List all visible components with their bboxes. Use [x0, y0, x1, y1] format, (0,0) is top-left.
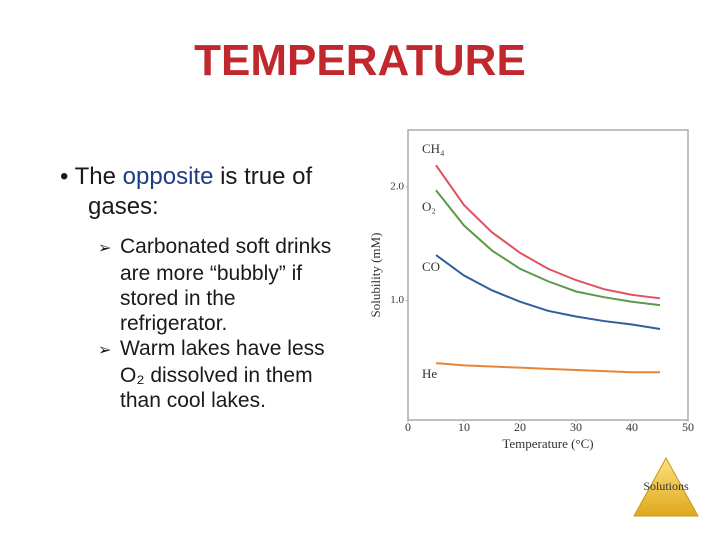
- x-tick-label: 40: [626, 420, 638, 434]
- series-label: He: [422, 366, 437, 381]
- logo-triangle: [633, 456, 699, 517]
- sub-bullet: Warm lakes have less O₂ dissolved in the…: [98, 336, 348, 413]
- y-tick-label: 2.0: [390, 180, 404, 192]
- bullet-text: The: [74, 163, 116, 190]
- series-line: [435, 189, 661, 307]
- y-axis-title: Solubility (mM): [368, 233, 383, 318]
- bullet-highlight: opposite: [122, 163, 214, 190]
- series-label: CO: [422, 259, 440, 274]
- x-tick-label: 30: [570, 420, 582, 434]
- slide-title: TEMPERATURE: [194, 36, 526, 85]
- plot-frame: [407, 129, 689, 421]
- series-line: [435, 362, 660, 374]
- sub-bullets: Carbonated soft drinks are more “bubbly”…: [98, 234, 348, 413]
- x-tick-label: 50: [682, 420, 694, 434]
- x-tick-label: 20: [514, 420, 526, 434]
- bullet: • The opposite is true of gases:: [60, 163, 313, 220]
- x-tick-label: 0: [405, 420, 411, 434]
- x-tick-label: 10: [458, 420, 470, 434]
- logo-text: Solutions: [643, 479, 689, 493]
- sub-bullet: Carbonated soft drinks are more “bubbly”…: [98, 234, 348, 336]
- series-line: [435, 254, 661, 331]
- series-label: CH₄: [422, 141, 445, 156]
- series-label: O₂: [422, 199, 436, 214]
- series-line: [435, 164, 661, 300]
- x-axis-title: Temperature (°C): [502, 436, 593, 451]
- bullet-text: is true of gases:: [88, 163, 313, 220]
- y-tick-label: 1.0: [390, 294, 404, 306]
